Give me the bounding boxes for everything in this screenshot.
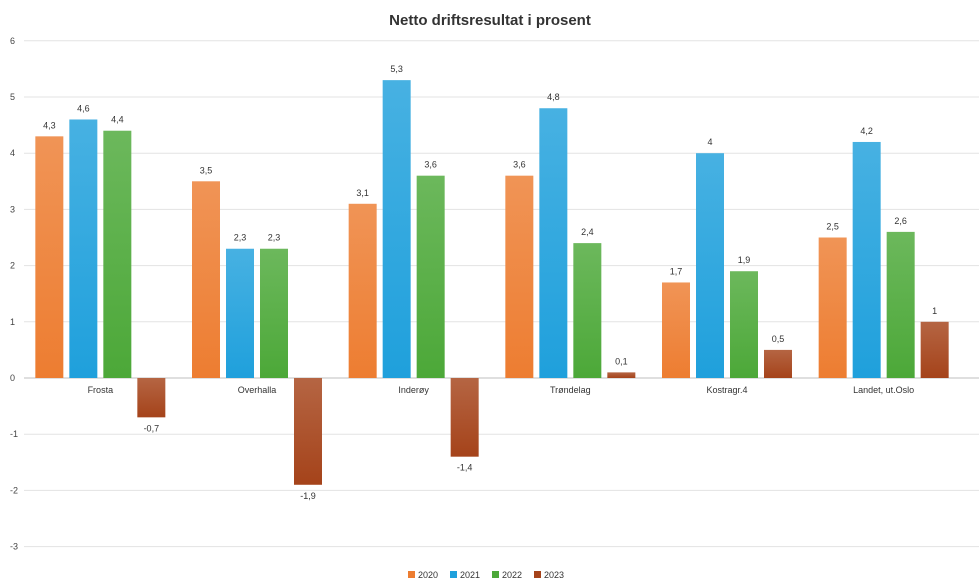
data-label: 4,6 [77,103,90,113]
data-label: 4,8 [547,92,560,102]
y-tick-label: 2 [10,261,15,271]
y-axis-ticks: -3 -2 -1 0 1 2 3 4 5 6 [10,36,18,552]
bar-2023 [920,321,949,378]
y-tick-label: -2 [10,485,18,495]
x-category-label: Inderøy [398,385,429,395]
bar-2022 [260,248,288,378]
data-label: 5,3 [390,64,403,74]
data-label: -1,4 [457,463,473,473]
grid-layer [24,40,979,548]
legend-label: 2020 [418,570,438,580]
bar-2023 [450,378,479,457]
data-label: 3,6 [424,160,437,170]
y-tick-label: 0 [10,373,15,383]
x-category-label: Overhalla [238,385,277,395]
legend-swatch [492,571,499,578]
bar-2023 [607,372,636,378]
data-label: 2,4 [581,227,594,237]
data-label: 4,2 [860,126,873,136]
data-label: 2,5 [826,222,839,232]
bar-2020 [505,175,534,378]
data-label: 4,3 [43,120,56,130]
data-label: 2,3 [234,233,247,243]
bar-2020 [662,282,690,378]
bar-2021 [69,119,98,378]
bar-layer [35,80,949,485]
y-tick-label: 4 [10,148,15,158]
data-label: 0,1 [615,356,628,366]
bar-2022 [416,175,445,378]
bar-2022 [573,243,602,378]
legend-swatch [450,571,457,578]
bar-2020 [35,136,64,378]
data-label: 0,5 [772,334,785,344]
bar-2021 [382,80,411,378]
y-tick-label: -1 [10,429,18,439]
data-label: 3,5 [200,165,213,175]
bar-2022 [886,231,915,378]
legend-label: 2022 [502,570,522,580]
legend-swatch [534,571,541,578]
legend-label: 2023 [544,570,564,580]
bar-2023 [294,378,322,485]
bar-2021 [226,248,254,378]
legend-swatch [408,571,415,578]
data-label: 2,3 [268,233,281,243]
bar-2023 [764,349,792,378]
bar-2023 [137,378,166,418]
y-tick-label: 6 [10,36,15,46]
x-category-label: Landet, ut.Oslo [853,385,914,395]
data-label: 3,1 [356,188,369,198]
bar-2020 [192,181,220,378]
data-label-layer: 4,3 4,6 4,4 -0,7 3,5 2,3 2,3 -1,9 3,1 5,3 3,6 -1,4 3… [43,64,937,501]
bar-2021 [696,153,724,378]
bar-2022 [103,130,132,378]
bar-2020 [818,237,847,378]
x-category-label: Trøndelag [550,385,591,395]
data-label: -0,7 [144,423,160,433]
data-label: -1,9 [300,491,316,501]
data-label: 1 [932,306,937,316]
bar-2020 [348,203,377,378]
y-tick-label: 1 [10,317,15,327]
chart-title: Netto driftsresultat i prosent [389,12,591,29]
y-tick-label: 3 [10,204,15,214]
bar-2022 [730,271,758,378]
bar-2021 [539,108,568,379]
x-category-label: Kostragr.4 [706,385,747,395]
x-category-label: Frosta [88,385,114,395]
x-axis-category-labels: Frosta Overhalla Inderøy Trøndelag Kostragr.… [88,385,915,395]
y-tick-label: -3 [10,542,18,552]
data-label: 2,6 [894,216,907,226]
data-label: 4,4 [111,115,124,125]
bar-2021 [852,141,881,378]
y-tick-label: 5 [10,92,15,102]
data-label: 1,9 [738,255,751,265]
data-label: 1,7 [670,266,683,276]
data-label: 3,6 [513,160,526,170]
legend: 2020 2021 2022 2023 [408,570,564,580]
legend-label: 2021 [460,570,480,580]
data-label: 4 [707,137,712,147]
